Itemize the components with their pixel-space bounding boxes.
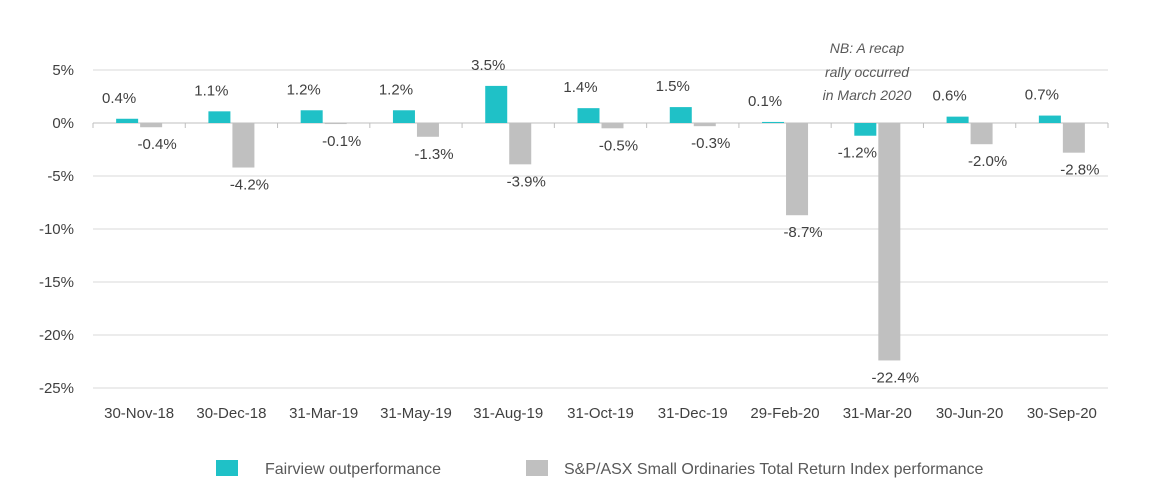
y-tick-label: -5% — [47, 168, 74, 185]
x-tick-label: 30-Sep-20 — [1027, 405, 1097, 422]
data-label-fairview: 1.5% — [656, 78, 690, 95]
x-tick-label: 31-Dec-19 — [658, 405, 728, 422]
bar-index — [786, 123, 809, 216]
bar-index — [878, 123, 901, 361]
bar-index — [232, 123, 255, 168]
data-label-fairview: 0.4% — [102, 90, 136, 107]
x-tick-label: 31-Oct-19 — [567, 405, 634, 422]
legend-label-fairview: Fairview outperformance — [265, 461, 441, 478]
legend-swatch-fairview — [216, 460, 238, 476]
x-tick-label: 31-Mar-19 — [289, 405, 358, 422]
data-label-index: -0.4% — [138, 136, 177, 153]
x-tick-label: 30-Dec-18 — [196, 405, 266, 422]
annotation-note: NB: A recap rally occurred in March 2020 — [823, 40, 912, 103]
bar-index — [693, 123, 716, 127]
data-label-index: -22.4% — [872, 369, 920, 386]
y-tick-label: -25% — [39, 380, 74, 397]
legend-label-index: S&P/ASX Small Ordinaries Total Return In… — [564, 461, 984, 478]
bar-index — [1062, 123, 1085, 153]
x-tick-label: 31-Mar-20 — [843, 405, 912, 422]
data-label-index: -1.3% — [414, 146, 453, 163]
bar-fairview — [762, 121, 785, 123]
data-labels: 0.4% 1.1% 1.2% 1.2% 3.5% 1.4% 1.5% 0.1% -1.2% 0.6… — [102, 57, 1099, 387]
bar-index — [416, 123, 439, 137]
data-label-fairview: 0.7% — [1025, 87, 1059, 104]
data-label-fairview: 3.5% — [471, 57, 505, 74]
y-tick-label: -10% — [39, 221, 74, 238]
data-label-index: -4.2% — [230, 177, 269, 194]
bar-fairview — [854, 123, 877, 136]
x-axis: 30-Nov-18 30-Dec-18 31-Mar-19 31-May-19 31-A… — [92, 122, 1109, 422]
data-label-index: -8.7% — [783, 224, 822, 241]
x-tick-label: 31-Aug-19 — [473, 405, 543, 422]
data-label-index: -3.9% — [507, 173, 546, 190]
x-tick-label: 29-Feb-20 — [750, 405, 819, 422]
bar-fairview — [485, 85, 508, 123]
bars — [116, 85, 1085, 361]
data-label-fairview: 0.6% — [932, 88, 966, 105]
data-label-fairview: 1.4% — [563, 79, 597, 96]
bar-fairview — [946, 116, 969, 123]
x-tick-label: 30-Jun-20 — [936, 405, 1004, 422]
bar-fairview — [669, 107, 692, 123]
data-label-fairview: 1.2% — [379, 81, 413, 98]
data-label-index: -0.1% — [322, 133, 361, 150]
bar-fairview — [392, 110, 415, 123]
y-tick-label: -15% — [39, 274, 74, 291]
bar-fairview — [208, 111, 231, 123]
bar-fairview — [1038, 115, 1061, 123]
bar-fairview — [300, 110, 323, 123]
annotation-line-1: NB: A recap — [830, 40, 905, 56]
y-tick-label: -20% — [39, 327, 74, 344]
data-label-index: -0.3% — [691, 135, 730, 152]
legend-swatch-index — [526, 460, 548, 476]
data-label-fairview: 0.1% — [748, 93, 782, 110]
annotation-line-3: in March 2020 — [823, 87, 912, 103]
bar-index — [140, 123, 163, 128]
y-tick-label: 5% — [52, 62, 74, 79]
y-axis: 5% 0% -5% -10% -15% -20% -25% — [39, 62, 74, 397]
bar-index — [601, 123, 624, 129]
data-label-fairview: 1.2% — [287, 81, 321, 98]
bar-index — [324, 123, 347, 125]
data-label-fairview: -1.2% — [838, 145, 877, 162]
y-tick-label: 0% — [52, 115, 74, 132]
x-tick-label: 30-Nov-18 — [104, 405, 174, 422]
bar-fairview — [116, 118, 139, 123]
bar-index — [509, 123, 532, 165]
bar-fairview — [577, 108, 600, 123]
bar-index — [970, 123, 993, 145]
data-label-index: -2.8% — [1060, 162, 1099, 179]
x-tick-label: 31-May-19 — [380, 405, 452, 422]
data-label-index: -0.5% — [599, 137, 638, 154]
annotation-line-2: rally occurred — [825, 64, 910, 80]
data-label-fairview: 1.1% — [194, 82, 228, 99]
data-label-index: -2.0% — [968, 153, 1007, 170]
legend: Fairview outperformance S&P/ASX Small Or… — [216, 460, 984, 478]
